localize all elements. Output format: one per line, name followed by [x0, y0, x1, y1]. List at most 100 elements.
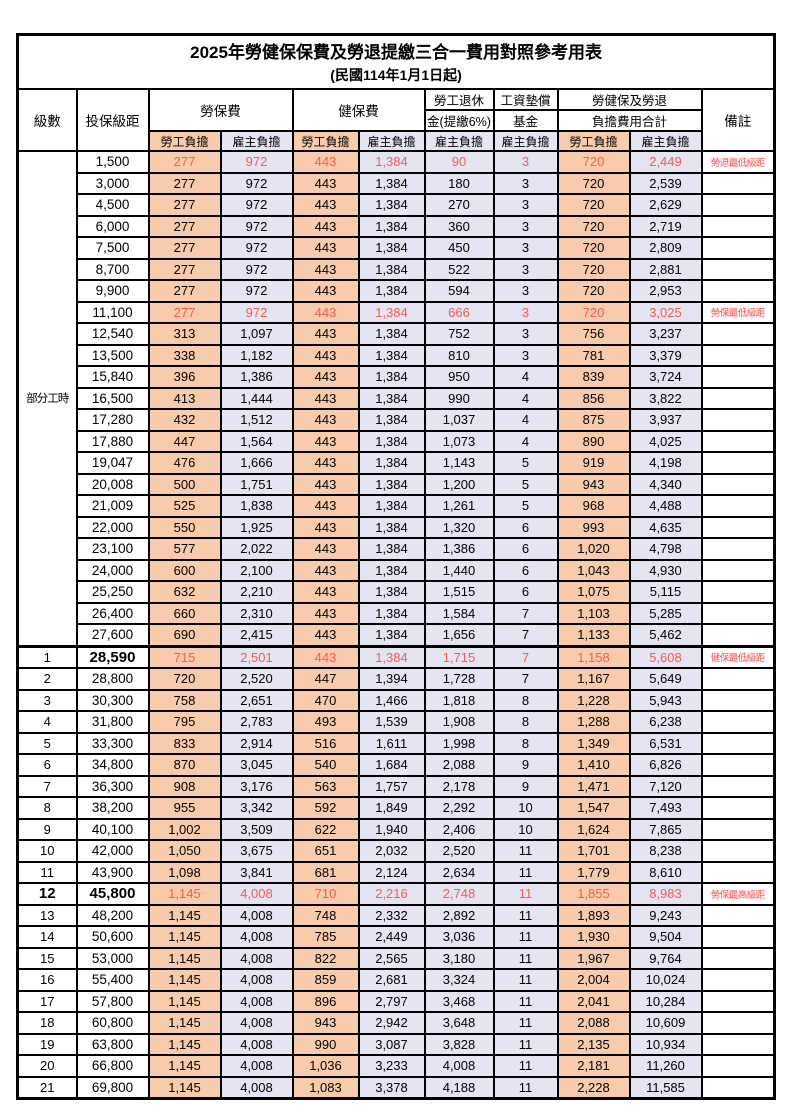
cell-fund-employer: 9	[492, 753, 559, 777]
table-row: 9 40,100 1,002 3,509 622 1,940 2,406 10 1,624 7,8…	[16, 817, 776, 841]
cell-fund-employer: 4	[492, 386, 559, 410]
cell-labor-employer: 4,008	[219, 882, 294, 906]
cell-total-employee: 720	[556, 279, 631, 303]
cell-health-employer: 2,216	[357, 882, 426, 906]
table-row: 27,600 690 2,415 443 1,384 1,656 7 1,133 5,462	[18, 623, 776, 647]
cell-total-employer: 9,504	[628, 925, 703, 949]
cell-health-employer: 2,797	[357, 989, 426, 1013]
cell-pension-employer: 752	[423, 322, 495, 346]
cell-bracket: 43,900	[75, 860, 150, 884]
cell-total-employee: 2,004	[556, 968, 631, 992]
cell-health-employee: 493	[291, 710, 360, 734]
cell-pension-employer: 2,520	[423, 839, 495, 863]
cell-bracket: 3,000	[75, 171, 150, 195]
cell-total-employee: 1,020	[556, 537, 631, 561]
cell-fund-employer: 9	[492, 774, 559, 798]
cell-labor-employee: 413	[147, 386, 222, 410]
cell-bracket: 28,800	[75, 667, 150, 691]
table-row: 4 31,800 795 2,783 493 1,539 1,908 8 1,288 6,238	[16, 710, 776, 734]
cell-labor-employer: 4,008	[219, 946, 294, 970]
cell-health-employer: 3,087	[357, 1032, 426, 1056]
cell-fund-employer: 11	[492, 989, 559, 1013]
cell-labor-employer: 2,520	[219, 667, 294, 691]
cell-health-employee: 1,036	[291, 1054, 360, 1078]
cell-level: 3	[16, 688, 78, 712]
cell-pension-employer: 450	[423, 236, 495, 260]
premium-reference-table: 2025年勞健保保費及勞退提繳三合一費用對照參考用表 (民國114年1月1日起)…	[16, 33, 777, 1100]
cell-total-employee: 1,075	[556, 580, 631, 604]
subheader-labor-employer: 雇主負擔	[219, 130, 294, 152]
cell-level: 9	[16, 817, 78, 841]
header-total-line2: 負擔費用合計	[556, 109, 703, 132]
cell-pension-employer: 2,892	[423, 903, 495, 927]
cell-labor-employer: 3,509	[219, 817, 294, 841]
cell-total-employee: 720	[556, 193, 631, 217]
cell-fund-employer: 11	[492, 860, 559, 884]
cell-bracket: 20,008	[75, 472, 150, 496]
cell-bracket: 53,000	[75, 946, 150, 970]
cell-health-employer: 2,565	[357, 946, 426, 970]
cell-health-employer: 1,384	[357, 343, 426, 367]
cell-labor-employer: 1,097	[219, 322, 294, 346]
cell-total-employer: 10,024	[628, 968, 703, 992]
cell-bracket: 23,100	[75, 537, 150, 561]
cell-pension-employer: 1,037	[423, 408, 495, 432]
cell-health-employee: 943	[291, 1011, 360, 1035]
table-row: 24,000 600 2,100 443 1,384 1,440 6 1,043 4,930	[18, 558, 776, 582]
cell-health-employer: 1,384	[357, 279, 426, 303]
cell-labor-employer: 4,008	[219, 903, 294, 927]
cell-pension-employer: 90	[423, 150, 495, 174]
cell-remark	[700, 1054, 776, 1078]
cell-remark	[700, 515, 776, 539]
cell-total-employer: 4,340	[628, 472, 703, 496]
cell-labor-employee: 1,145	[147, 1011, 222, 1035]
cell-pension-employer: 1,143	[423, 451, 495, 475]
header-bracket: 投保級距	[75, 88, 150, 152]
cell-pension-employer: 594	[423, 279, 495, 303]
cell-remark	[700, 257, 776, 281]
cell-pension-employer: 1,908	[423, 710, 495, 734]
cell-health-employer: 1,384	[357, 236, 426, 260]
table-row: 26,400 660 2,310 443 1,384 1,584 7 1,103 5,285	[18, 601, 776, 625]
cell-remark	[700, 796, 776, 820]
header-remark: 備註	[700, 88, 776, 152]
cell-total-employee: 1,349	[556, 731, 631, 755]
cell-labor-employee: 795	[147, 710, 222, 734]
cell-remark	[700, 494, 776, 518]
cell-total-employer: 11,585	[628, 1075, 703, 1100]
cell-health-employer: 1,384	[357, 580, 426, 604]
cell-labor-employee: 690	[147, 623, 222, 647]
cell-labor-employer: 972	[219, 214, 294, 238]
cell-health-employer: 1,849	[357, 796, 426, 820]
cell-labor-employee: 1,145	[147, 1054, 222, 1078]
cell-remark	[700, 408, 776, 432]
cell-health-employee: 822	[291, 946, 360, 970]
cell-remark	[700, 193, 776, 217]
header-pension-line1: 勞工退休	[423, 88, 495, 111]
cell-total-employee: 720	[556, 236, 631, 260]
cell-labor-employee: 833	[147, 731, 222, 755]
cell-total-employer: 3,237	[628, 322, 703, 346]
cell-pension-employer: 3,036	[423, 925, 495, 949]
header-level: 級數	[16, 88, 78, 152]
cell-labor-employer: 2,914	[219, 731, 294, 755]
cell-labor-employer: 2,501	[219, 644, 294, 669]
subheader-fund-employer: 雇主負擔	[492, 130, 559, 152]
cell-health-employee: 443	[291, 408, 360, 432]
cell-total-employee: 1,893	[556, 903, 631, 927]
cell-pension-employer: 3,828	[423, 1032, 495, 1056]
cell-pension-employer: 2,634	[423, 860, 495, 884]
cell-health-employer: 1,384	[357, 558, 426, 582]
table-row: 25,250 632 2,210 443 1,384 1,515 6 1,075 5,115	[18, 580, 776, 604]
cell-bracket: 63,800	[75, 1032, 150, 1056]
table-row: 21 69,800 1,145 4,008 1,083 3,378 4,188 11 2,228…	[16, 1075, 776, 1100]
cell-remark	[700, 860, 776, 884]
cell-labor-employee: 525	[147, 494, 222, 518]
cell-total-employer: 5,608	[628, 644, 703, 669]
cell-health-employee: 443	[291, 644, 360, 669]
cell-total-employer: 5,285	[628, 601, 703, 625]
cell-pension-employer: 3,648	[423, 1011, 495, 1035]
cell-remark	[700, 472, 776, 496]
cell-health-employee: 443	[291, 623, 360, 647]
cell-labor-employer: 1,666	[219, 451, 294, 475]
